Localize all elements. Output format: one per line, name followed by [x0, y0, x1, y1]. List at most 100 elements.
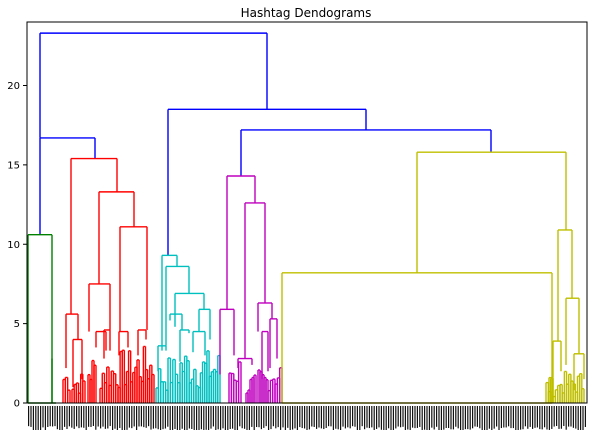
- leaf-label-mark: [340, 406, 342, 430]
- leaf-label-mark: [131, 406, 133, 429]
- leaf-label-mark: [47, 406, 49, 428]
- leaf-label-mark: [318, 406, 320, 428]
- leaf-label-mark: [265, 406, 267, 427]
- leaf-label-mark: [407, 406, 409, 430]
- leaf-label-mark: [95, 406, 97, 430]
- leaf-label-mark: [32, 406, 34, 430]
- leaf-label-mark: [150, 406, 152, 430]
- leaf-label-mark: [380, 406, 382, 430]
- leaf-label-mark: [164, 406, 166, 429]
- y-tick-label: 0: [14, 399, 20, 410]
- leaf-label-mark: [414, 406, 416, 429]
- leaf-label-mark: [553, 406, 555, 427]
- leaf-label-mark: [97, 406, 99, 427]
- leaf-label-mark: [536, 406, 538, 428]
- leaf-label-mark: [337, 406, 339, 430]
- leaf-label-mark: [124, 406, 126, 430]
- axes-frame: [26, 21, 588, 404]
- leaf-label-mark: [366, 406, 368, 428]
- leaf-label-mark: [541, 406, 543, 430]
- leaf-label-mark: [76, 406, 78, 427]
- leaf-label-mark: [354, 406, 356, 427]
- leaf-label-mark: [335, 406, 337, 429]
- leaf-label-mark: [157, 406, 159, 430]
- leaf-label-mark: [416, 406, 418, 428]
- leaf-label-mark: [424, 406, 426, 430]
- leaf-label-mark: [71, 406, 73, 428]
- leaf-label-mark: [114, 406, 116, 429]
- leaf-label-mark: [517, 406, 519, 430]
- leaf-label-mark: [376, 406, 378, 429]
- leaf-label-mark: [102, 406, 104, 427]
- leaf-label-mark: [582, 406, 584, 430]
- leaf-label-mark: [323, 406, 325, 430]
- leaf-label-mark: [148, 406, 150, 427]
- leaf-label-mark: [503, 406, 505, 428]
- leaf-label-mark: [196, 406, 198, 430]
- leaf-label-mark: [457, 406, 459, 429]
- leaf-label-mark: [431, 406, 433, 428]
- leaf-label-mark: [330, 406, 332, 427]
- leaf-label-mark: [556, 406, 558, 427]
- leaf-label-mark: [236, 406, 238, 430]
- leaf-label-mark: [272, 406, 274, 427]
- leaf-label-mark: [248, 406, 250, 430]
- leaf-label-mark: [234, 406, 236, 430]
- leaf-label-mark: [66, 406, 68, 429]
- leaf-label-mark: [73, 406, 75, 429]
- leaf-label-mark: [244, 406, 246, 429]
- leaf-label-mark: [289, 406, 291, 430]
- leaf-label-mark: [472, 406, 474, 429]
- leaf-label-mark: [532, 406, 534, 429]
- leaf-label-mark: [68, 406, 70, 427]
- leaf-label-mark: [299, 406, 301, 428]
- leaf-label-mark: [277, 406, 279, 428]
- leaf-label-mark: [534, 406, 536, 428]
- leaf-label-mark: [162, 406, 164, 430]
- leaf-label-mark: [352, 406, 354, 427]
- leaf-label-mark: [203, 406, 205, 430]
- leaf-label-mark: [359, 406, 361, 430]
- leaf-label-mark: [397, 406, 399, 427]
- leaf-label-mark: [575, 406, 577, 429]
- leaf-label-mark: [388, 406, 390, 429]
- leaf-label-mark: [100, 406, 102, 429]
- leaf-label-mark: [383, 406, 385, 430]
- leaf-label-mark: [474, 406, 476, 427]
- leaf-label-mark: [361, 406, 363, 427]
- leaf-label-mark: [35, 406, 37, 430]
- y-tick-label: 10: [7, 240, 20, 251]
- leaf-label-mark: [217, 406, 219, 430]
- leaf-label-mark: [198, 406, 200, 430]
- leaf-label-mark: [176, 406, 178, 430]
- leaf-label-mark: [488, 406, 490, 429]
- leaf-label-mark: [448, 406, 450, 429]
- leaf-label-mark: [172, 406, 174, 430]
- leaf-label-mark: [308, 406, 310, 430]
- leaf-label-mark: [260, 406, 262, 430]
- leaf-label-mark: [419, 406, 421, 427]
- leaf-label-mark: [112, 406, 114, 430]
- leaf-label-mark: [42, 406, 44, 428]
- leaf-label-mark: [160, 406, 162, 430]
- leaf-label-mark: [570, 406, 572, 427]
- leaf-label-mark: [128, 406, 130, 428]
- leaf-label-mark: [486, 406, 488, 430]
- leaf-label-mark: [409, 406, 411, 430]
- leaf-label-mark: [85, 406, 87, 430]
- leaf-label-mark: [529, 406, 531, 427]
- leaf-label-mark: [126, 406, 128, 430]
- leaf-label-mark: [167, 406, 169, 427]
- leaf-label-mark: [263, 406, 265, 428]
- leaf-label-mark: [205, 406, 207, 430]
- leaf-label-mark: [239, 406, 241, 427]
- leaf-label-mark: [467, 406, 469, 430]
- y-tick-label: 20: [7, 81, 20, 92]
- leaf-label-mark: [92, 406, 94, 427]
- leaf-label-mark: [246, 406, 248, 430]
- leaf-label-mark: [508, 406, 510, 427]
- y-tick-label: 15: [7, 160, 20, 171]
- leaf-label-mark: [404, 406, 406, 430]
- leaf-label-mark: [304, 406, 306, 429]
- leaf-label-mark: [400, 406, 402, 428]
